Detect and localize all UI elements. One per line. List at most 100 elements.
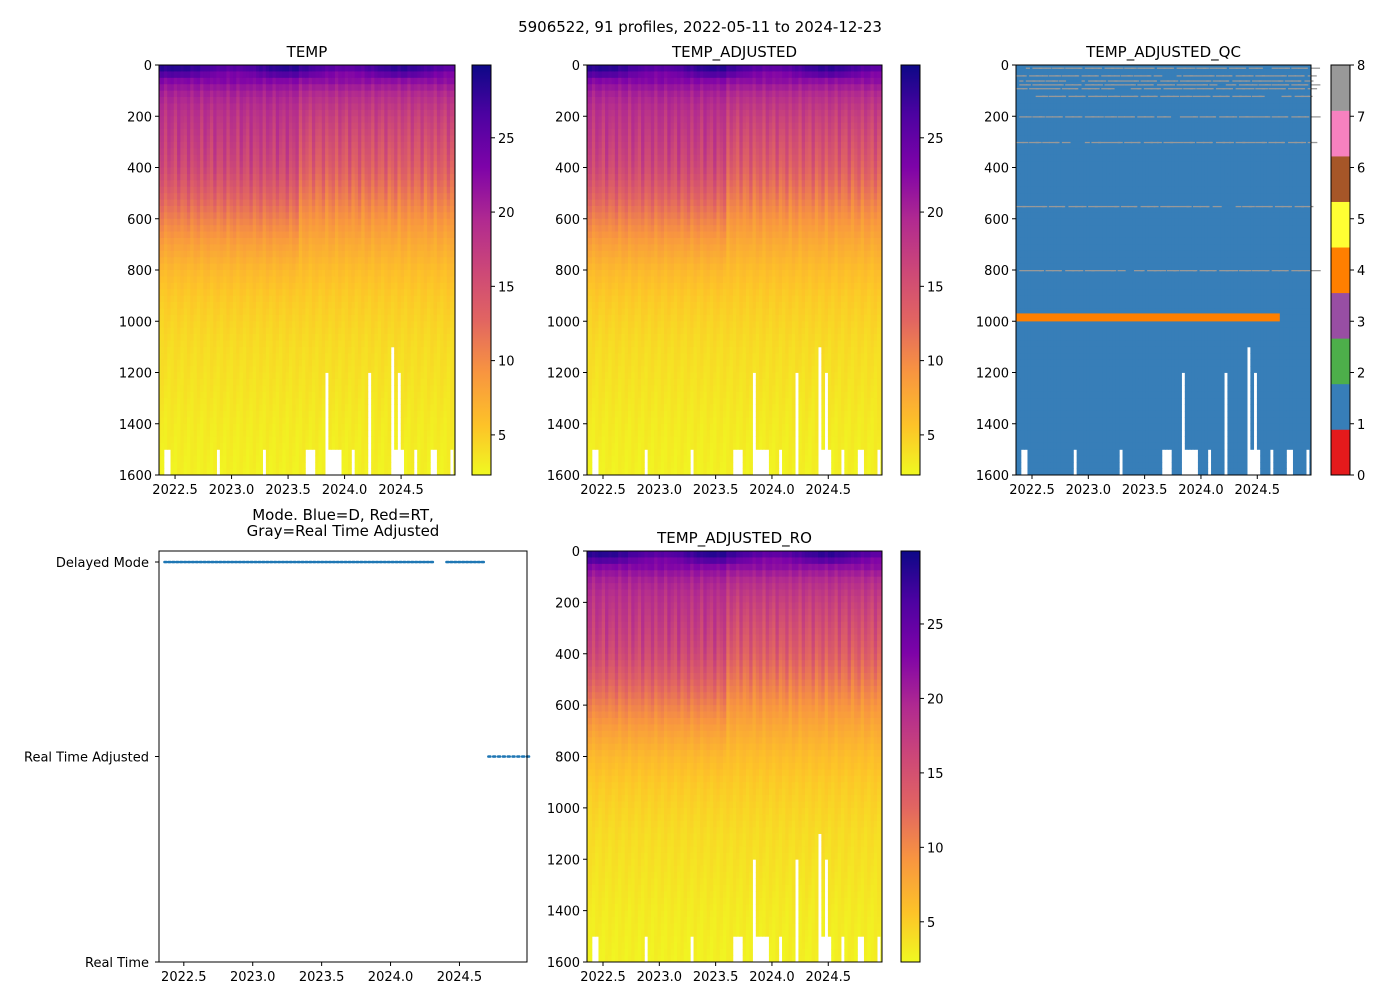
heatmap-cell [223, 289, 227, 297]
heatmap-cell [233, 340, 237, 348]
heatmap-cell [288, 263, 293, 271]
heatmap-cell [341, 225, 346, 232]
heatmap-cell [364, 237, 369, 245]
heatmap-cell [410, 372, 415, 380]
heatmap-cell [292, 122, 296, 130]
heatmap-cell [364, 193, 369, 200]
heatmap-cell [338, 237, 342, 245]
heatmap-cell [308, 116, 313, 124]
heatmap-cell [344, 231, 349, 239]
heatmap-cell [328, 186, 333, 194]
heatmap-cell [338, 141, 342, 149]
heatmap-cell [173, 173, 178, 181]
heatmap-cell [367, 218, 372, 226]
heatmap-cell [200, 391, 204, 399]
heatmap-cell [256, 212, 260, 220]
heatmap-cell [183, 398, 188, 405]
heatmap-cell [298, 346, 303, 354]
heatmap-cell [367, 321, 372, 329]
heatmap-cell [305, 353, 310, 361]
heatmap-cell [196, 141, 201, 149]
heatmap-cell [364, 410, 369, 418]
heatmap-cell [338, 417, 342, 425]
heatmap-cell [242, 90, 247, 98]
heatmap-cell [351, 148, 356, 156]
heatmap-cell [404, 302, 408, 309]
heatmap-cell [167, 334, 171, 341]
heatmap-cell [236, 161, 240, 168]
heatmap-cell [259, 346, 263, 354]
heatmap-cell [397, 282, 402, 290]
heatmap-cell [252, 372, 257, 380]
heatmap-cell [190, 391, 194, 399]
heatmap-cell [357, 250, 362, 258]
heatmap-cell [400, 65, 405, 72]
heatmap-cell [413, 282, 418, 290]
heatmap-cell [246, 455, 250, 463]
heatmap-cell [226, 359, 231, 367]
heatmap-cell [417, 327, 421, 335]
heatmap-cell [413, 302, 418, 309]
heatmap-cell [246, 205, 250, 213]
heatmap-cell [364, 129, 369, 136]
heatmap-cell [318, 225, 323, 232]
heatmap-cell [167, 212, 171, 220]
heatmap-cell [239, 186, 244, 194]
heatmap-cell [256, 135, 260, 143]
heatmap-cell [269, 462, 273, 469]
heatmap-cell [348, 359, 352, 367]
heatmap-cell [407, 430, 411, 437]
heatmap-cell [229, 410, 234, 418]
heatmap-cell [203, 193, 208, 200]
heatmap-cell [219, 404, 224, 412]
heatmap-cell [213, 398, 217, 405]
heatmap-cell [288, 270, 293, 277]
heatmap-cell [196, 65, 201, 72]
heatmap-cell [381, 148, 385, 156]
heatmap-cell [318, 135, 323, 143]
heatmap-cell [292, 449, 296, 457]
heatmap-cell [203, 423, 208, 431]
heatmap-cell [354, 71, 359, 79]
heatmap-cell [219, 218, 224, 226]
heatmap-cell [318, 308, 323, 316]
heatmap-cell [384, 97, 388, 104]
heatmap-cell [321, 270, 326, 277]
heatmap-cell [163, 359, 168, 367]
heatmap-cell [410, 321, 415, 329]
heatmap-cell [321, 385, 326, 393]
heatmap-cell [163, 135, 168, 143]
heatmap-cell [186, 404, 191, 412]
heatmap-cell [357, 116, 362, 124]
heatmap-cell [206, 366, 211, 373]
heatmap-cell [292, 378, 296, 386]
heatmap-cell [226, 366, 231, 373]
heatmap-cell [265, 199, 270, 207]
heatmap-cell [298, 154, 303, 162]
heatmap-cell [159, 442, 162, 450]
heatmap-cell [223, 129, 227, 136]
heatmap-cell [275, 276, 280, 284]
heatmap-cell [159, 116, 162, 124]
heatmap-cell [357, 148, 362, 156]
heatmap-cell [334, 340, 339, 348]
heatmap-cell [203, 436, 208, 444]
heatmap-cell [190, 237, 194, 245]
heatmap-cell [183, 340, 188, 348]
heatmap-cell [159, 122, 162, 130]
heatmap-cell [203, 161, 208, 168]
heatmap-cell [384, 148, 388, 156]
heatmap-cell [292, 97, 296, 104]
heatmap-cell [390, 154, 395, 162]
heatmap-cell [397, 237, 402, 245]
heatmap-cell [213, 122, 217, 130]
heatmap-cell [177, 404, 181, 412]
heatmap-cell [397, 359, 402, 367]
heatmap-cell [334, 385, 339, 393]
heatmap-cell [298, 321, 303, 329]
heatmap-cell [354, 436, 359, 444]
heatmap-cell [308, 257, 313, 264]
heatmap-cell [302, 193, 306, 200]
heatmap-cell [311, 346, 316, 354]
heatmap-cell [371, 359, 375, 367]
